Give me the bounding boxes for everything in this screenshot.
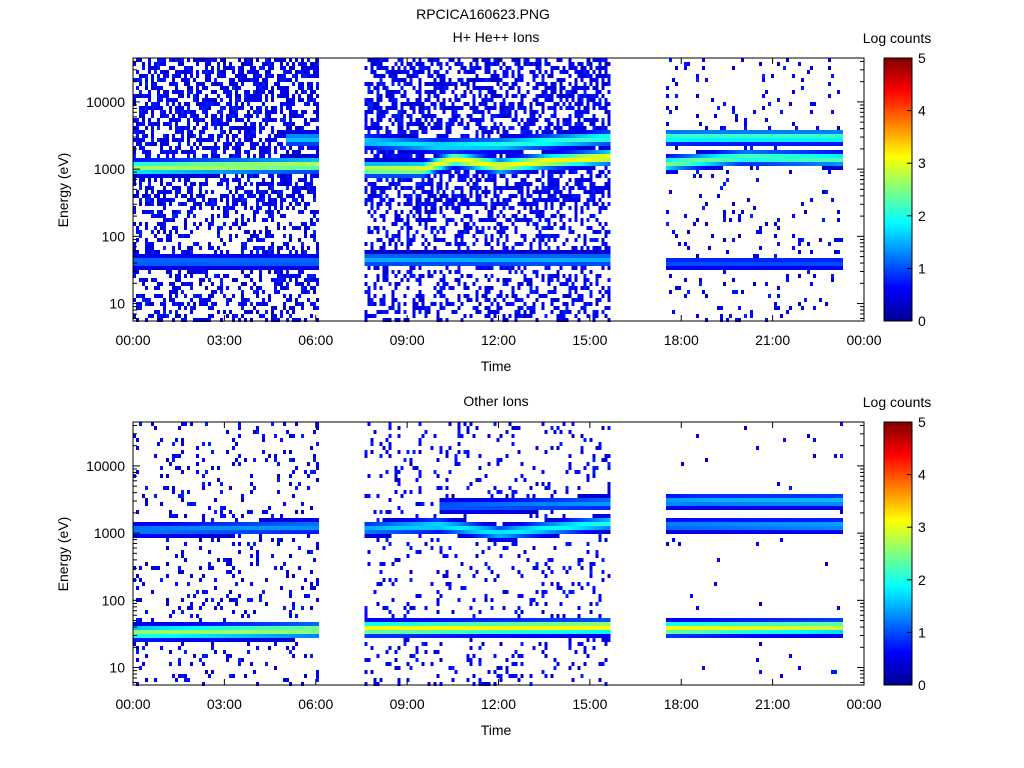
colorbar-label: Log counts	[863, 394, 932, 410]
x-tick-label: 03:00	[207, 696, 242, 712]
x-tick-label: 15:00	[572, 696, 607, 712]
x-tick-label: 06:00	[298, 696, 333, 712]
colorbar	[883, 57, 913, 322]
y-tick-label: 100	[102, 228, 126, 244]
colorbar-ticks: 0 1 2 3 4 5	[907, 414, 926, 693]
x-tick-label: 06:00	[298, 332, 333, 348]
x-tick-label: 18:00	[664, 696, 699, 712]
panel-title: Other Ions	[463, 393, 528, 409]
x-tick-label: 00:00	[115, 696, 150, 712]
figure-title: RPCICA160623.PNG	[416, 6, 550, 22]
y-tick-label: 100	[102, 592, 126, 608]
colorbar	[883, 421, 913, 686]
colorbar-tick-label: 1	[918, 624, 926, 640]
x-tick-label: 12:00	[481, 332, 516, 348]
x-axis-label: Time	[481, 722, 512, 738]
x-tick-label: 09:00	[390, 696, 425, 712]
colorbar-tick-label: 3	[918, 519, 926, 535]
x-tick-label: 09:00	[390, 332, 425, 348]
colorbar-tick-label: 2	[918, 208, 926, 224]
colorbar-tick-label: 1	[918, 260, 926, 276]
x-tick-label: 15:00	[572, 332, 607, 348]
y-axis-label: Energy (eV)	[55, 517, 71, 592]
panel-other-ions: Other Ions 00:00 03:00 06:00 09:00 12:00 15:0…	[55, 393, 931, 738]
colorbar-tick-label: 5	[918, 50, 926, 66]
x-tick-label: 21:00	[755, 332, 790, 348]
colorbar-tick-label: 0	[918, 677, 926, 693]
x-tick-label: 00:00	[846, 332, 881, 348]
y-tick-label: 10	[109, 296, 125, 312]
colorbar-tick-label: 4	[918, 103, 926, 119]
axis-ticks: 00:00 03:00 06:00 09:00 12:00 15:00 18:00 21:00…	[86, 58, 882, 348]
colorbar-tick-label: 3	[918, 155, 926, 171]
colorbar-tick-label: 5	[918, 414, 926, 430]
axis-ticks: 00:00 03:00 06:00 09:00 12:00 15:00 18:00 21:00…	[86, 422, 882, 712]
x-tick-label: 00:00	[846, 696, 881, 712]
x-tick-label: 03:00	[207, 332, 242, 348]
heatmap-cells	[133, 58, 843, 322]
colorbar-tick-label: 0	[918, 313, 926, 329]
panel-h-he-ions: H+ He++ Ions 00:00 03:00 06:00 09:00 12:00 15…	[55, 29, 931, 374]
y-tick-label: 10000	[86, 458, 125, 474]
y-tick-label: 10000	[86, 94, 125, 110]
y-tick-label: 1000	[94, 161, 125, 177]
x-tick-label: 00:00	[115, 332, 150, 348]
y-axis-label: Energy (eV)	[55, 153, 71, 228]
y-tick-label: 1000	[94, 525, 125, 541]
x-tick-label: 18:00	[664, 332, 699, 348]
colorbar-tick-label: 4	[918, 467, 926, 483]
x-tick-label: 12:00	[481, 696, 516, 712]
x-axis-label: Time	[481, 358, 512, 374]
heatmap-cells	[133, 422, 843, 686]
x-tick-label: 21:00	[755, 696, 790, 712]
panel-title: H+ He++ Ions	[453, 29, 540, 45]
colorbar-tick-label: 2	[918, 572, 926, 588]
y-tick-label: 10	[109, 660, 125, 676]
colorbar-ticks: 0 1 2 3 4 5	[907, 50, 926, 329]
colorbar-label: Log counts	[863, 30, 932, 46]
